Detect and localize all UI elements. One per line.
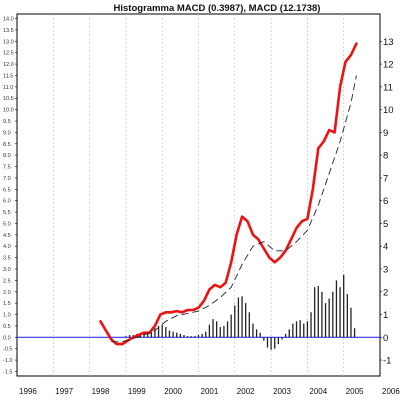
macd-line xyxy=(99,42,358,346)
y-right-tick-label: 0 xyxy=(383,333,388,344)
y-left-tick-label: 2.5 xyxy=(3,278,11,284)
y-left-tick-label: 3.5 xyxy=(3,256,11,262)
y-left-tick-label: 10.0 xyxy=(3,108,14,114)
y-left-tick-label: 1.0 xyxy=(3,313,11,319)
y-left-tick-label: 12.5 xyxy=(3,51,14,57)
y-right-tick-label: 6 xyxy=(383,196,388,207)
y-right-tick-label: 4 xyxy=(383,242,388,253)
y-left-tick-label: 8.5 xyxy=(3,142,11,148)
y-left-tick-label: 8.0 xyxy=(3,153,11,159)
x-tick-label: 2003 xyxy=(273,387,291,396)
x-tick-label: 1996 xyxy=(19,387,37,396)
y-left-tick-label: 0.0 xyxy=(3,335,11,341)
y-left-tick-label: 6.5 xyxy=(3,187,11,193)
y-right-tick-label: 9 xyxy=(383,128,388,139)
y-left-tick-label: -0.5 xyxy=(3,347,12,353)
y-right-tick-label: 7 xyxy=(383,173,388,184)
y-left-tick-label: 6.0 xyxy=(3,199,11,205)
signal-line xyxy=(111,75,357,343)
y-left-tick-label: 14.0 xyxy=(3,17,14,23)
y-left-tick-label: 11.0 xyxy=(3,85,13,91)
y-right-tick-label: 11 xyxy=(383,82,393,93)
y-left-tick-label: 2.0 xyxy=(3,290,11,296)
histogram-layer xyxy=(125,274,356,350)
y-right-tick-label: 13 xyxy=(383,37,394,48)
x-tick-label: 1998 xyxy=(92,387,110,396)
y-left-tick-label: -1.0 xyxy=(3,358,12,364)
y-left-tick-label: 12.0 xyxy=(3,62,14,68)
y-left-tick-label: 0.5 xyxy=(3,324,11,330)
axis-layer: 1996 1997 1998 1999 2000 2001 2002 2003 2004 2005… xyxy=(3,17,400,396)
y-right-tick-label: 5 xyxy=(383,219,388,230)
x-tick-label: 2001 xyxy=(201,387,219,396)
y-left-tick-label: 10.5 xyxy=(3,96,14,102)
y-right-tick-label: 10 xyxy=(383,105,394,116)
x-tick-label: 2006 xyxy=(382,387,400,396)
y-right-tick-label: 12 xyxy=(383,60,394,71)
y-right-tick-label: 3 xyxy=(383,264,388,275)
y-left-tick-label: 3.0 xyxy=(3,267,11,273)
y-left-tick-label: 9.5 xyxy=(3,119,11,125)
x-tick-label: 1997 xyxy=(55,387,73,396)
y-left-tick-label: 7.0 xyxy=(3,176,11,182)
y-left-tick-label: 4.5 xyxy=(3,233,11,239)
y-right-tick-label: 8 xyxy=(383,151,388,162)
x-tick-label: 2002 xyxy=(237,387,255,396)
line-layer xyxy=(99,42,358,346)
y-left-tick-label: 4.0 xyxy=(3,244,11,250)
chart-title: Histogramma MACD (0.3987), MACD (12.1738… xyxy=(114,3,321,14)
y-right-tick-label: -1 xyxy=(383,356,391,367)
y-left-tick-label: 1.5 xyxy=(3,301,11,307)
y-left-tick-label: 5.0 xyxy=(3,221,11,227)
y-left-tick-label: 5.5 xyxy=(3,210,11,216)
y-left-tick-label: 13.0 xyxy=(3,39,14,45)
y-left-tick-label: 13.5 xyxy=(3,28,14,34)
y-left-tick-label: 11.5 xyxy=(3,73,13,79)
x-tick-label: 2005 xyxy=(346,387,364,396)
x-tick-label: 1999 xyxy=(128,387,146,396)
x-tick-label: 2004 xyxy=(309,387,327,396)
y-left-tick-label: 9.0 xyxy=(3,130,11,136)
y-right-tick-label: 1 xyxy=(383,310,388,321)
x-tick-label: 2000 xyxy=(164,387,182,396)
y-left-tick-label: -1.5 xyxy=(3,369,12,375)
y-left-tick-label: 7.5 xyxy=(3,165,11,171)
y-right-tick-label: 2 xyxy=(383,287,388,298)
